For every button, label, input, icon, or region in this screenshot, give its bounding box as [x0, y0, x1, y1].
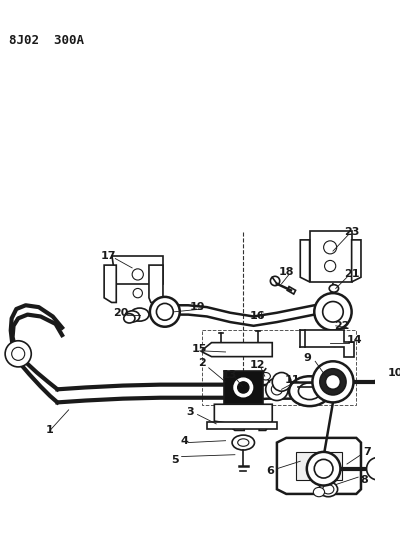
Text: 23: 23: [344, 228, 359, 237]
Ellipse shape: [319, 482, 338, 497]
Ellipse shape: [307, 452, 340, 486]
Text: 22: 22: [334, 321, 350, 331]
Polygon shape: [277, 438, 361, 494]
Polygon shape: [352, 240, 361, 282]
Ellipse shape: [326, 374, 340, 389]
Text: 13: 13: [222, 370, 237, 381]
Ellipse shape: [132, 269, 143, 280]
Ellipse shape: [125, 311, 140, 322]
Text: 2: 2: [198, 358, 206, 368]
Ellipse shape: [130, 308, 149, 321]
Ellipse shape: [323, 302, 343, 322]
Text: 12: 12: [250, 360, 265, 370]
Text: 4: 4: [180, 435, 188, 446]
Ellipse shape: [310, 458, 328, 473]
Text: 14: 14: [347, 335, 362, 345]
Ellipse shape: [393, 375, 400, 389]
Polygon shape: [112, 256, 163, 284]
Ellipse shape: [314, 459, 333, 478]
Text: 3: 3: [186, 407, 194, 417]
Text: 15: 15: [192, 344, 207, 354]
Text: 6: 6: [266, 466, 274, 475]
Text: 11: 11: [285, 375, 300, 385]
Ellipse shape: [385, 369, 400, 395]
Ellipse shape: [238, 382, 249, 393]
Text: 9: 9: [304, 353, 312, 364]
Text: 5: 5: [171, 455, 179, 465]
Text: 7: 7: [364, 447, 371, 457]
Ellipse shape: [252, 345, 261, 355]
Ellipse shape: [330, 339, 340, 346]
Ellipse shape: [238, 407, 249, 416]
Polygon shape: [310, 231, 352, 282]
Ellipse shape: [314, 293, 352, 330]
Polygon shape: [149, 265, 163, 302]
Text: 10: 10: [388, 368, 400, 377]
Text: 18: 18: [278, 266, 294, 277]
Polygon shape: [305, 330, 354, 357]
Bar: [202, 330, 356, 405]
Ellipse shape: [156, 303, 173, 320]
Ellipse shape: [5, 341, 31, 367]
Ellipse shape: [270, 276, 280, 286]
Text: 16: 16: [250, 311, 265, 321]
Ellipse shape: [232, 435, 254, 450]
Ellipse shape: [312, 361, 354, 402]
Ellipse shape: [366, 457, 389, 480]
Ellipse shape: [329, 285, 338, 292]
Ellipse shape: [272, 373, 291, 391]
Text: 1: 1: [46, 425, 54, 435]
Text: 17: 17: [101, 251, 116, 261]
Ellipse shape: [289, 376, 330, 406]
Text: 8J02  300A: 8J02 300A: [9, 35, 84, 47]
Ellipse shape: [323, 484, 334, 494]
Ellipse shape: [326, 329, 340, 341]
Ellipse shape: [314, 462, 324, 470]
Ellipse shape: [234, 383, 245, 392]
Ellipse shape: [324, 241, 337, 254]
Bar: [207, 422, 277, 430]
Text: 8: 8: [360, 475, 368, 485]
Ellipse shape: [133, 288, 142, 298]
Ellipse shape: [271, 384, 282, 395]
Ellipse shape: [324, 261, 336, 272]
Ellipse shape: [313, 487, 324, 497]
Text: 19: 19: [190, 302, 205, 312]
Text: 21: 21: [344, 270, 359, 279]
Text: 20: 20: [113, 308, 129, 318]
Ellipse shape: [124, 313, 135, 323]
Ellipse shape: [229, 345, 240, 355]
Ellipse shape: [150, 297, 180, 327]
Ellipse shape: [12, 348, 25, 360]
Ellipse shape: [320, 369, 346, 395]
Polygon shape: [296, 452, 342, 480]
Polygon shape: [214, 404, 272, 431]
Polygon shape: [287, 287, 296, 294]
Polygon shape: [104, 265, 116, 302]
Ellipse shape: [298, 383, 321, 400]
Ellipse shape: [266, 378, 288, 400]
Ellipse shape: [261, 373, 270, 380]
Bar: [224, 370, 263, 404]
Ellipse shape: [234, 378, 253, 397]
Polygon shape: [300, 240, 310, 282]
Ellipse shape: [238, 439, 249, 446]
Polygon shape: [202, 343, 272, 357]
